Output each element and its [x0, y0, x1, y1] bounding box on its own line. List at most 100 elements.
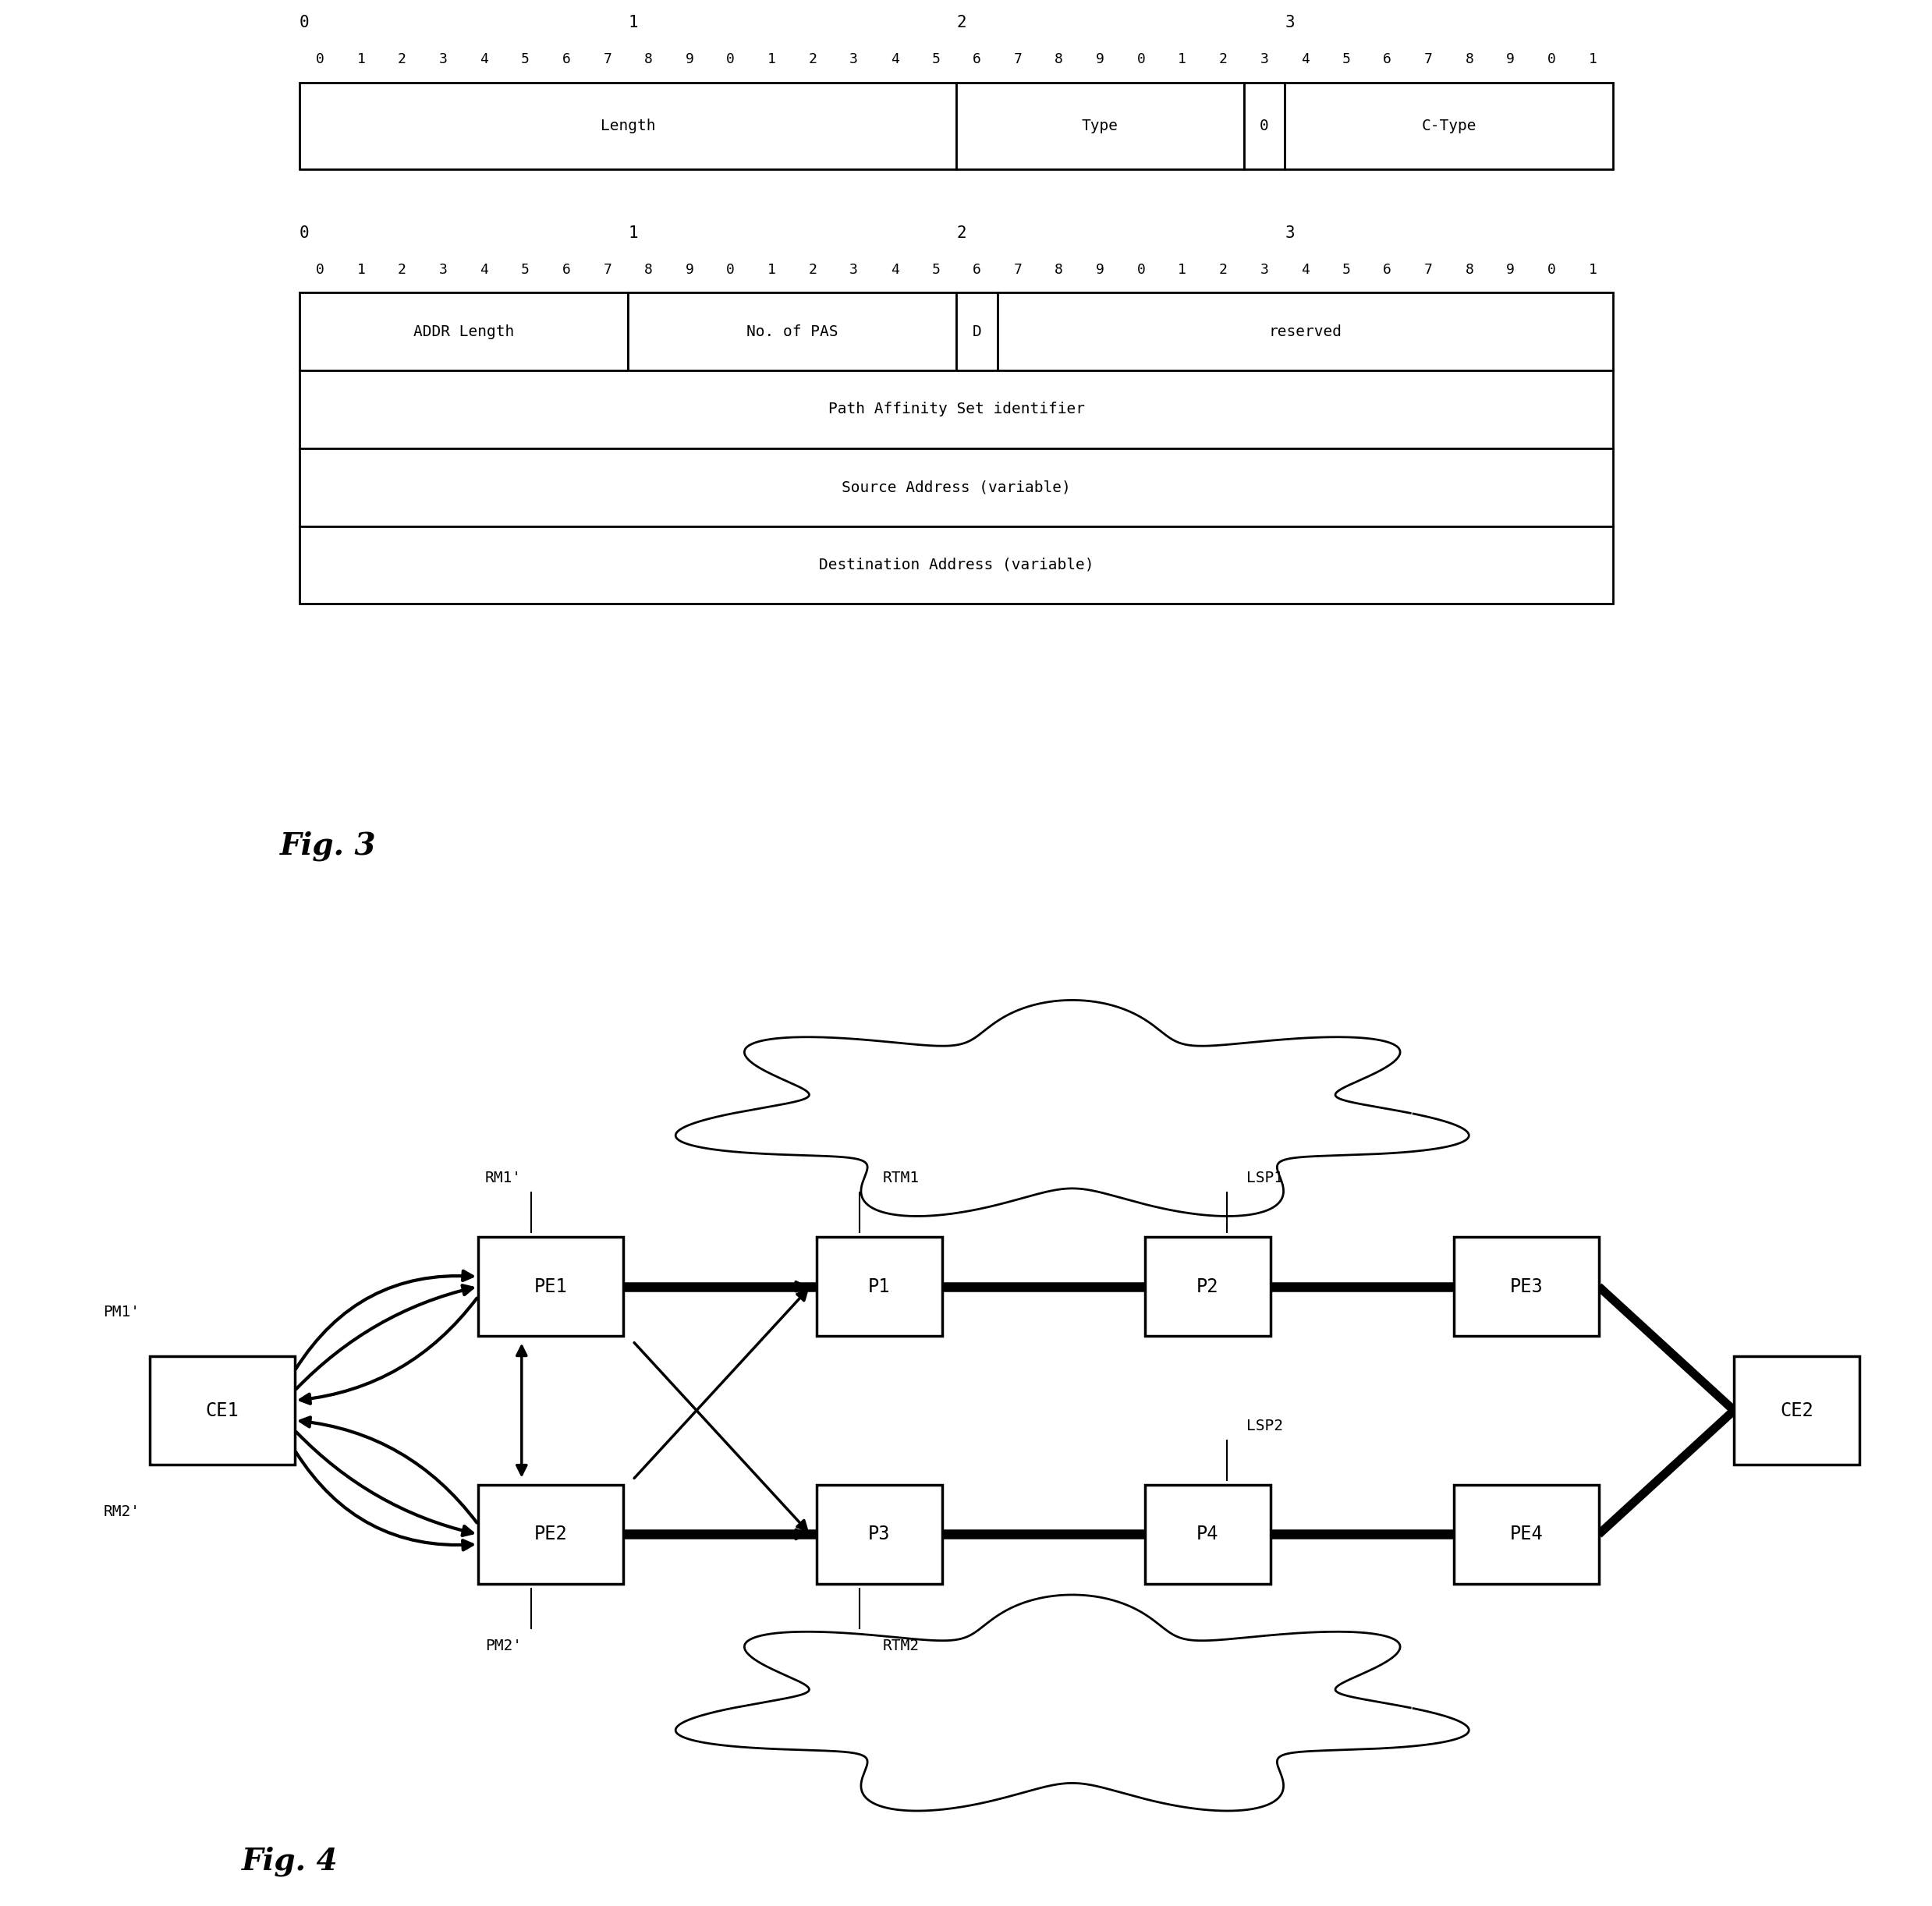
Text: Destination Address (variable): Destination Address (variable) — [819, 558, 1094, 572]
Text: Fig. 4: Fig. 4 — [242, 1847, 338, 1876]
Text: 5: 5 — [522, 53, 529, 67]
Bar — [815, 1237, 941, 1336]
Text: 4: 4 — [1300, 53, 1310, 67]
Bar — [477, 1485, 622, 1584]
Text: PE3: PE3 — [1509, 1277, 1544, 1296]
Text: 3: 3 — [1260, 263, 1269, 276]
Text: 9: 9 — [1507, 53, 1515, 67]
Text: 6: 6 — [1383, 53, 1391, 67]
Text: 3: 3 — [1260, 53, 1269, 67]
Text: 7: 7 — [1424, 53, 1434, 67]
Text: 1: 1 — [357, 53, 365, 67]
Text: 7: 7 — [603, 263, 612, 276]
Text: 3: 3 — [439, 263, 448, 276]
Text: 1: 1 — [1179, 263, 1186, 276]
Bar — [1455, 1485, 1600, 1584]
Bar — [1144, 1237, 1271, 1336]
Text: 9: 9 — [1095, 53, 1105, 67]
Text: 0: 0 — [1136, 53, 1146, 67]
Text: 7: 7 — [1424, 263, 1434, 276]
Text: CE1: CE1 — [205, 1401, 240, 1420]
Text: P1: P1 — [867, 1277, 891, 1296]
Text: 1: 1 — [767, 263, 777, 276]
Text: Type: Type — [1082, 118, 1119, 133]
Bar — [1285, 82, 1613, 170]
Text: 6: 6 — [972, 263, 981, 276]
Text: Fig. 3: Fig. 3 — [280, 831, 377, 862]
Text: 9: 9 — [1507, 263, 1515, 276]
Text: PE4: PE4 — [1509, 1525, 1544, 1544]
Text: Length: Length — [601, 118, 655, 133]
Text: 8: 8 — [1464, 263, 1474, 276]
Bar — [299, 526, 1613, 604]
Text: 0: 0 — [1136, 263, 1146, 276]
Text: 3: 3 — [1285, 15, 1294, 30]
Text: 6: 6 — [1383, 263, 1391, 276]
Text: 2: 2 — [956, 225, 966, 240]
Text: 7: 7 — [1014, 263, 1022, 276]
Text: ADDR Length: ADDR Length — [413, 324, 514, 339]
Text: 3: 3 — [850, 53, 858, 67]
Text: PM2': PM2' — [485, 1639, 522, 1653]
Text: 2: 2 — [398, 263, 406, 276]
Text: 9: 9 — [1095, 263, 1105, 276]
Text: 2: 2 — [1219, 263, 1227, 276]
Text: 7: 7 — [603, 53, 612, 67]
Text: reserved: reserved — [1269, 324, 1343, 339]
Text: 0: 0 — [299, 225, 309, 240]
Text: 4: 4 — [1300, 263, 1310, 276]
Text: CE2: CE2 — [1779, 1401, 1814, 1420]
Text: PM1': PM1' — [104, 1304, 139, 1319]
Text: 8: 8 — [1055, 53, 1063, 67]
Text: LSP2: LSP2 — [1246, 1418, 1283, 1433]
Bar — [1455, 1237, 1600, 1336]
Text: RTM1: RTM1 — [883, 1170, 920, 1186]
Text: RM1': RM1' — [485, 1170, 522, 1186]
Text: 5: 5 — [1343, 263, 1350, 276]
Text: 8: 8 — [1464, 53, 1474, 67]
Text: 5: 5 — [931, 263, 941, 276]
Text: D: D — [972, 324, 981, 339]
Text: 2: 2 — [1219, 53, 1227, 67]
Text: 1: 1 — [628, 225, 638, 240]
Text: 1: 1 — [1588, 53, 1598, 67]
Text: Path Affinity Set identifier: Path Affinity Set identifier — [829, 402, 1084, 417]
Bar — [628, 294, 956, 370]
Bar — [1144, 1485, 1271, 1584]
Bar — [815, 1485, 941, 1584]
Text: 4: 4 — [479, 53, 489, 67]
Text: Source Address (variable): Source Address (variable) — [842, 480, 1070, 494]
Text: 4: 4 — [479, 263, 489, 276]
Text: 0: 0 — [315, 263, 325, 276]
Text: 3: 3 — [1285, 225, 1294, 240]
Text: 4: 4 — [891, 53, 898, 67]
Text: 3: 3 — [439, 53, 448, 67]
Text: 1: 1 — [1179, 53, 1186, 67]
Text: 5: 5 — [931, 53, 941, 67]
Text: 0: 0 — [1548, 53, 1555, 67]
Text: 0: 0 — [726, 263, 734, 276]
Text: 8: 8 — [643, 53, 653, 67]
Bar — [477, 1237, 622, 1336]
Text: 3: 3 — [850, 263, 858, 276]
Bar — [299, 448, 1613, 526]
Text: 2: 2 — [398, 53, 406, 67]
Text: PE2: PE2 — [533, 1525, 568, 1544]
Text: 6: 6 — [972, 53, 981, 67]
Text: 1: 1 — [767, 53, 777, 67]
Text: 6: 6 — [562, 53, 570, 67]
Text: 0: 0 — [726, 53, 734, 67]
Text: 1: 1 — [357, 263, 365, 276]
Bar — [299, 370, 1613, 448]
Text: 2: 2 — [808, 53, 817, 67]
Text: LSP1: LSP1 — [1246, 1170, 1283, 1186]
Text: No. of PAS: No. of PAS — [746, 324, 838, 339]
Text: 9: 9 — [686, 263, 694, 276]
Text: 5: 5 — [522, 263, 529, 276]
Text: 2: 2 — [808, 263, 817, 276]
Text: 9: 9 — [686, 53, 694, 67]
Bar — [1735, 1355, 1859, 1466]
Text: 4: 4 — [891, 263, 898, 276]
Text: P3: P3 — [867, 1525, 891, 1544]
Text: C-Type: C-Type — [1422, 118, 1476, 133]
